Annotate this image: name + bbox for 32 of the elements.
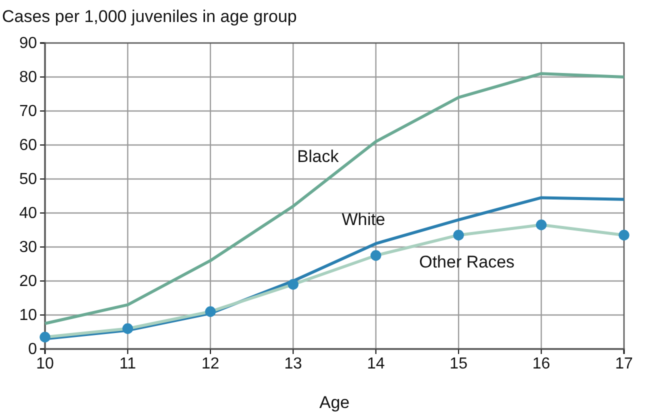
point	[453, 230, 464, 240]
point	[288, 279, 298, 290]
point	[536, 220, 547, 230]
y-tick-label: 60	[19, 137, 38, 154]
point	[618, 230, 630, 240]
y-tick-label: 90	[19, 35, 38, 52]
x-tick-label: 11	[119, 355, 136, 372]
y-tick-label: 20	[19, 273, 38, 290]
y-tick-label: 40	[19, 205, 38, 222]
point	[370, 250, 382, 261]
y-axis-title: Cases per 1,000 juveniles in age group	[2, 7, 297, 26]
x-tick-label: 10	[36, 355, 54, 372]
y-tick-label: 50	[19, 171, 38, 188]
point	[122, 323, 134, 334]
y-tick-label: 70	[19, 103, 38, 120]
x-tick-label: 16	[532, 355, 550, 372]
x-tick-label: 13	[284, 355, 302, 372]
line-series	[44, 72, 626, 325]
x-axis-title: Age	[319, 393, 350, 412]
point	[205, 306, 216, 317]
point	[40, 332, 50, 342]
x-tick-label: 14	[366, 355, 385, 372]
y-tick-label: 10	[19, 307, 38, 324]
y-tick-label: 30	[19, 239, 38, 256]
x-tick-label: 12	[202, 355, 220, 372]
y-tick-label: 80	[19, 69, 38, 86]
series-label: Other Races	[419, 252, 515, 272]
x-tick-label: 15	[450, 355, 468, 372]
y-tick-label: 0	[28, 341, 38, 358]
x-tick-label: 17	[615, 355, 633, 372]
series-label: Black	[297, 147, 340, 166]
series-label: White	[342, 210, 386, 229]
